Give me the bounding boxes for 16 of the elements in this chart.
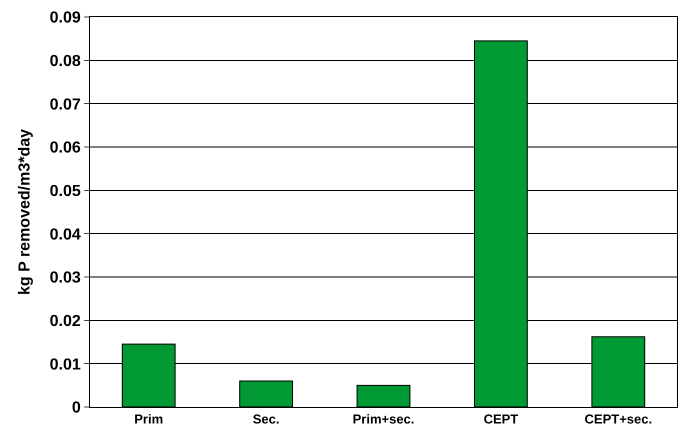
y-tick-label: 0.03	[50, 270, 81, 287]
x-tick-label: CEPT+sec.	[584, 412, 652, 427]
y-tick-label: 0.07	[50, 96, 81, 114]
x-tick-label: Prim	[134, 412, 164, 427]
x-tick-label: Sec.	[252, 412, 280, 427]
y-tick-label: 0.05	[50, 182, 81, 200]
x-tick-label: CEPT	[484, 412, 518, 427]
y-tick-label: 0	[72, 400, 81, 417]
y-tick-label: 0.01	[50, 356, 81, 374]
y-tick-label: 0.02	[50, 312, 81, 330]
y-axis-title: kg P removed/m3*day	[16, 128, 34, 296]
y-tick-label: 0.09	[50, 10, 81, 27]
y-tick-label: 0.04	[50, 226, 81, 244]
x-tick-label: Prim+sec.	[352, 412, 414, 427]
y-tick-label: 0.06	[50, 140, 81, 157]
y-tick-label: 0.08	[50, 52, 81, 70]
